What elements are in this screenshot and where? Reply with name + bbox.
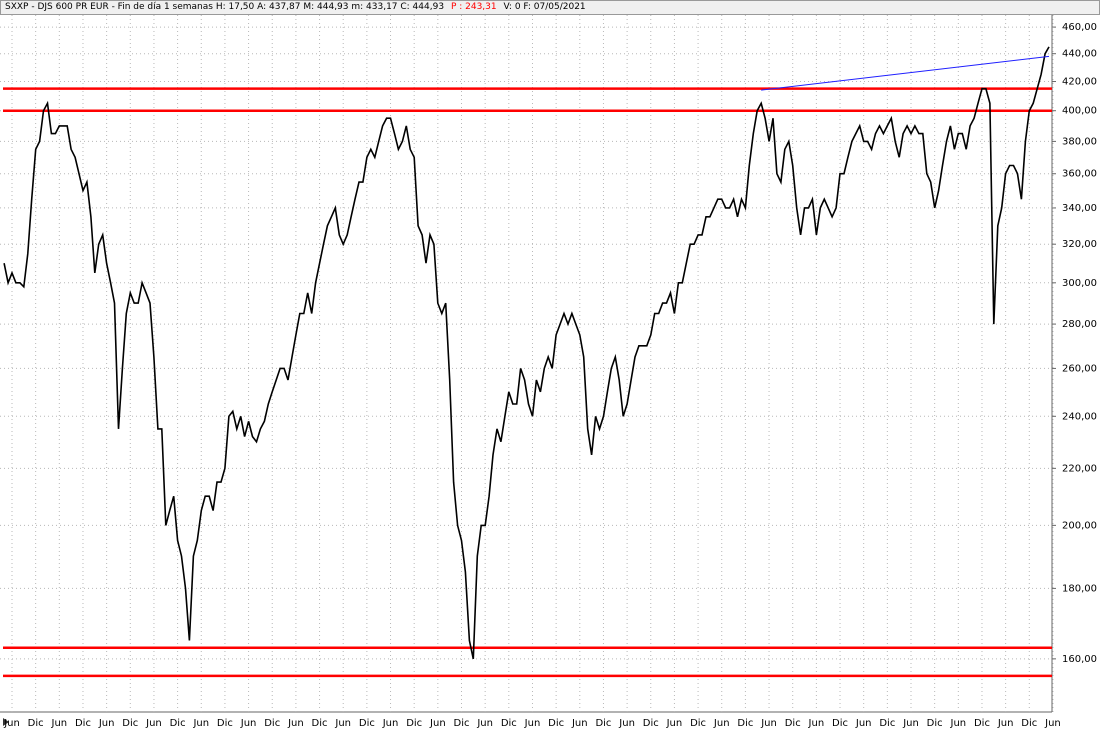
x-tick-label: Dic: [974, 718, 990, 729]
x-tick-label: Dic: [28, 718, 44, 729]
x-tick-label: Dic: [312, 718, 328, 729]
x-tick-label: Dic: [785, 718, 801, 729]
x-tick-label: Dic: [217, 718, 233, 729]
y-tick-label: 380,00: [1062, 136, 1097, 147]
x-tick-label: Jun: [713, 718, 730, 729]
x-tick-label: Jun: [524, 718, 541, 729]
x-tick-label: Jun: [950, 718, 967, 729]
header-title: SXXP - DJS 600 PR EUR - Fin de día 1 sem…: [5, 2, 445, 12]
x-tick-label: Jun: [3, 718, 20, 729]
x-tick-label: Dic: [359, 718, 375, 729]
x-tick-label: Dic: [264, 718, 280, 729]
x-tick-label: Jun: [51, 718, 68, 729]
x-tick-label: Dic: [1021, 718, 1037, 729]
x-tick-label: Dic: [690, 718, 706, 729]
y-tick-label: 440,00: [1062, 49, 1097, 60]
y-tick-label: 360,00: [1062, 169, 1097, 180]
y-tick-label: 160,00: [1062, 654, 1097, 665]
y-tick-label: 320,00: [1062, 239, 1097, 250]
y-tick-label: 220,00: [1062, 463, 1097, 474]
y-tick-label: 340,00: [1062, 203, 1097, 214]
x-tick-label: Dic: [406, 718, 422, 729]
y-tick-label: 460,00: [1062, 22, 1097, 33]
x-tick-label: Dic: [927, 718, 943, 729]
x-tick-label: Dic: [75, 718, 91, 729]
x-tick-label: Dic: [879, 718, 895, 729]
x-tick-label: Jun: [902, 718, 919, 729]
x-tick-label: Jun: [476, 718, 493, 729]
x-tick-label: Jun: [429, 718, 446, 729]
x-tick-label: Jun: [145, 718, 162, 729]
x-tick-label: Jun: [240, 718, 257, 729]
trend-line: [761, 55, 1050, 91]
y-tick-label: 420,00: [1062, 77, 1097, 88]
x-tick-label: Jun: [287, 718, 304, 729]
header-bar: SXXP - DJS 600 PR EUR - Fin de día 1 sem…: [0, 0, 1100, 15]
y-tick-label: 180,00: [1062, 583, 1097, 594]
x-tick-label: Jun: [98, 718, 115, 729]
y-tick-label: 300,00: [1062, 278, 1097, 289]
header-highlight: P : 243,31: [450, 2, 497, 12]
y-tick-label: 280,00: [1062, 319, 1097, 330]
x-tick-label: Jun: [997, 718, 1014, 729]
y-tick-label: 400,00: [1062, 106, 1097, 117]
x-tick-label: Jun: [334, 718, 351, 729]
y-tick-label: 200,00: [1062, 520, 1097, 531]
y-tick-label: 260,00: [1062, 363, 1097, 374]
x-tick-label: Jun: [666, 718, 683, 729]
x-tick-label: Dic: [832, 718, 848, 729]
x-tick-label: Jun: [192, 718, 209, 729]
x-tick-label: Dic: [737, 718, 753, 729]
scroll-marker: [3, 718, 9, 726]
x-tick-label: Jun: [571, 718, 588, 729]
x-tick-label: Dic: [643, 718, 659, 729]
header-end: V: 0 F: 07/05/2021: [503, 2, 586, 12]
x-tick-label: Dic: [170, 718, 186, 729]
x-tick-label: Jun: [1044, 718, 1061, 729]
x-tick-label: Jun: [382, 718, 399, 729]
x-tick-label: Dic: [454, 718, 470, 729]
x-tick-label: Dic: [548, 718, 564, 729]
x-tick-label: Dic: [595, 718, 611, 729]
x-tick-label: Jun: [618, 718, 635, 729]
y-tick-label: 240,00: [1062, 411, 1097, 422]
x-tick-label: Jun: [760, 718, 777, 729]
price-line: [3, 46, 1050, 660]
x-tick-label: Dic: [122, 718, 138, 729]
x-tick-label: Jun: [855, 718, 872, 729]
x-tick-label: Dic: [501, 718, 517, 729]
x-tick-label: Jun: [808, 718, 825, 729]
